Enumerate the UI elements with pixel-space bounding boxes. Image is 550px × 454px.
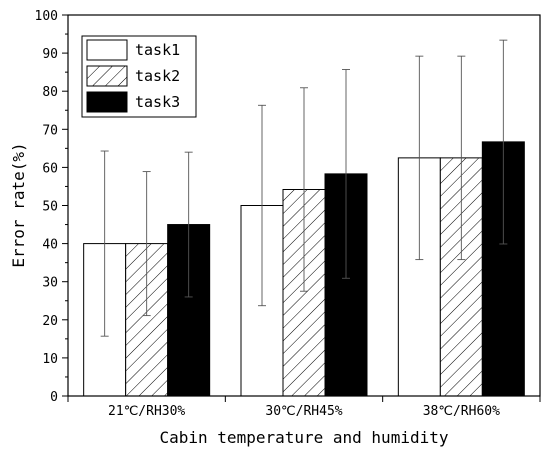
y-tick-label: 60 (42, 161, 58, 176)
x-tick-label: 38℃/RH60% (423, 404, 500, 419)
y-tick-label: 80 (42, 85, 58, 100)
y-tick-label: 40 (42, 238, 58, 253)
legend: task1 task2 task3 (81, 35, 197, 118)
error-bars-layer (100, 39, 508, 337)
y-tick-label: 0 (50, 390, 58, 405)
x-tick-label: 30℃/RH45% (265, 404, 342, 419)
legend-swatch-task3 (86, 91, 128, 113)
y-tick-label: 10 (42, 352, 58, 367)
y-tick-label: 70 (42, 123, 58, 138)
x-axis-title: Cabin temperature and humidity (160, 428, 449, 447)
y-axis-title: Error rate(%) (9, 142, 28, 267)
y-tick-label: 90 (42, 47, 58, 62)
legend-label-task3: task3 (135, 93, 180, 111)
y-tick-label: 30 (42, 276, 58, 291)
x-tick-label: 21℃/RH30% (108, 404, 185, 419)
y-tick-label: 100 (35, 9, 58, 24)
y-tick-label: 20 (42, 314, 58, 329)
legend-label-task2: task2 (135, 67, 180, 85)
legend-swatch-task2 (86, 65, 128, 87)
y-tick-label: 50 (42, 200, 58, 215)
legend-label-task1: task1 (135, 41, 180, 59)
legend-swatch-task1 (86, 39, 128, 61)
axes-layer: 0 10 20 30 40 50 60 70 80 90 100 21℃/RH30% 30℃/RH45%… (35, 9, 541, 419)
